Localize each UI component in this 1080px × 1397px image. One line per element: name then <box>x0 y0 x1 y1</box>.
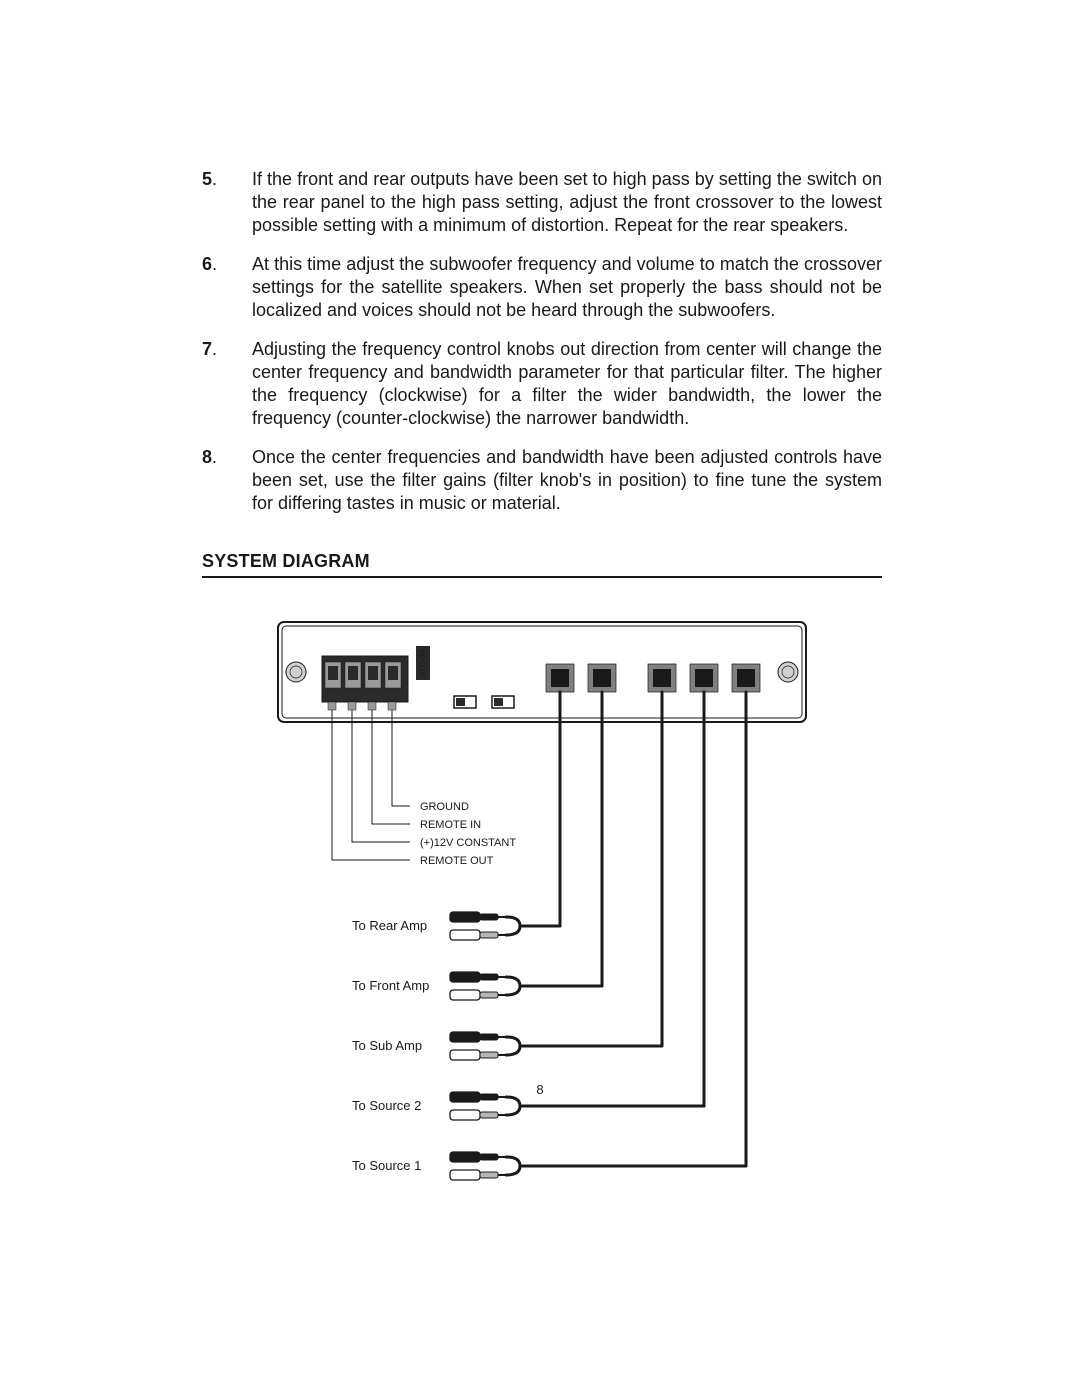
instruction-number: 8. <box>202 446 252 515</box>
section-title: SYSTEM DIAGRAM <box>202 551 882 578</box>
page: 5.If the front and rear outputs have bee… <box>0 0 1080 1397</box>
instruction-item: 8.Once the center frequencies and bandwi… <box>202 446 882 515</box>
svg-text:REMOTE IN: REMOTE IN <box>420 819 481 831</box>
instruction-text: At this time adjust the subwoofer freque… <box>252 253 882 322</box>
svg-text:To Source 1: To Source 1 <box>352 1158 421 1173</box>
instruction-text: If the front and rear outputs have been … <box>252 168 882 237</box>
system-diagram: ATC-3A GROUND REMOTE IN (+)12V CONSTANT REMO… <box>202 616 882 1206</box>
instruction-number: 6. <box>202 253 252 322</box>
diagram-svg: ATC-3A GROUND REMOTE IN (+)12V CONSTANT REMO… <box>272 616 812 1206</box>
svg-text:ATC-3A: ATC-3A <box>418 649 427 678</box>
instruction-number: 5. <box>202 168 252 237</box>
instruction-text: Once the center frequencies and bandwidt… <box>252 446 882 515</box>
svg-text:To Source 2: To Source 2 <box>352 1098 421 1113</box>
instruction-text: Adjusting the frequency control knobs ou… <box>252 338 882 430</box>
page-number: 8 <box>0 1082 1080 1097</box>
svg-text:To Front Amp: To Front Amp <box>352 978 429 993</box>
instruction-item: 6.At this time adjust the subwoofer freq… <box>202 253 882 322</box>
instruction-item: 7.Adjusting the frequency control knobs … <box>202 338 882 430</box>
svg-text:GROUND: GROUND <box>420 801 469 813</box>
svg-text:To Rear Amp: To Rear Amp <box>352 918 427 933</box>
svg-text:(+)12V CONSTANT: (+)12V CONSTANT <box>420 837 516 849</box>
instruction-item: 5.If the front and rear outputs have bee… <box>202 168 882 237</box>
instruction-list: 5.If the front and rear outputs have bee… <box>202 168 882 515</box>
instruction-number: 7. <box>202 338 252 430</box>
svg-text:REMOTE OUT: REMOTE OUT <box>420 855 494 867</box>
svg-text:To Sub Amp: To Sub Amp <box>352 1038 422 1053</box>
